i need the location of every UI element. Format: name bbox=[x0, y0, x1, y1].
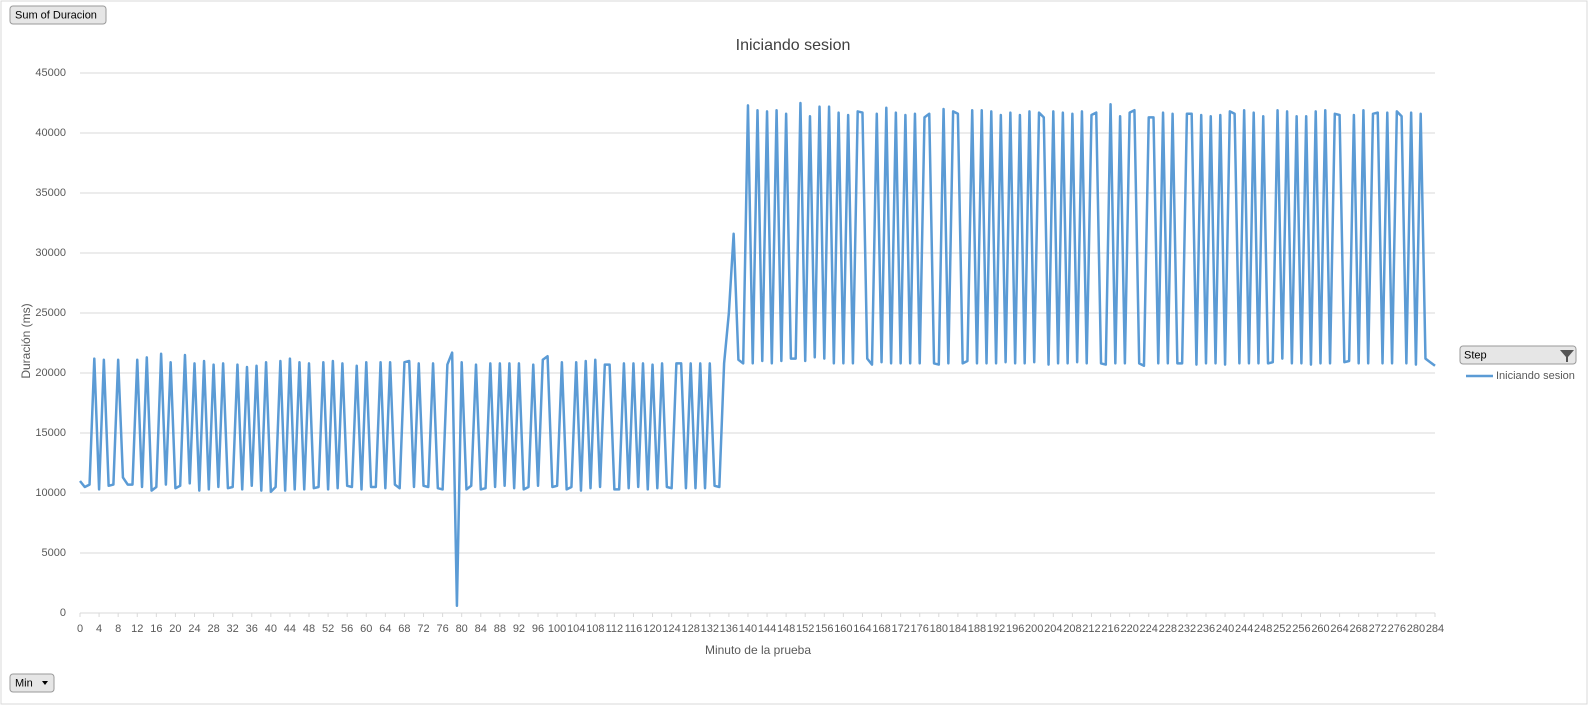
x-tick-label: 76 bbox=[436, 623, 448, 635]
x-tick-label: 108 bbox=[586, 623, 604, 635]
x-tick-label: 284 bbox=[1426, 623, 1444, 635]
x-tick-label: 128 bbox=[682, 623, 700, 635]
x-tick-label: 248 bbox=[1254, 623, 1272, 635]
x-tick-label: 172 bbox=[891, 623, 909, 635]
x-tick-label: 220 bbox=[1120, 623, 1138, 635]
x-tick-label: 112 bbox=[606, 623, 624, 635]
legend-field-button[interactable]: Step bbox=[1459, 345, 1577, 365]
x-tick-label: 52 bbox=[322, 623, 334, 635]
x-tick-label: 276 bbox=[1388, 623, 1406, 635]
x-tick-label: 88 bbox=[494, 623, 506, 635]
legend-label: Iniciando sesion bbox=[1496, 370, 1575, 382]
x-tick-label: 212 bbox=[1082, 623, 1100, 635]
x-tick-label: 224 bbox=[1140, 623, 1158, 635]
x-tick-label: 156 bbox=[815, 623, 833, 635]
x-tick-label: 272 bbox=[1369, 623, 1387, 635]
y-tick-label: 20000 bbox=[35, 367, 66, 379]
x-tick-label: 252 bbox=[1273, 623, 1291, 635]
x-tick-label: 208 bbox=[1063, 623, 1081, 635]
x-tick-label: 72 bbox=[417, 623, 429, 635]
y-tick-label: 5000 bbox=[42, 547, 66, 559]
x-tick-label: 60 bbox=[360, 623, 372, 635]
x-tick-label: 80 bbox=[456, 623, 468, 635]
x-tick-label: 104 bbox=[567, 623, 585, 635]
y-tick-label: 45000 bbox=[35, 67, 66, 79]
axis-field-label: Min bbox=[15, 677, 33, 689]
x-tick-label: 232 bbox=[1178, 623, 1196, 635]
x-tick-label: 140 bbox=[739, 623, 757, 635]
legend-field-label: Step bbox=[1464, 349, 1487, 361]
series-line bbox=[79, 101, 1436, 608]
x-tick-label: 280 bbox=[1407, 623, 1425, 635]
x-tick-label: 268 bbox=[1349, 623, 1367, 635]
x-tick-label: 200 bbox=[1025, 623, 1043, 635]
x-tick-label: 4 bbox=[96, 623, 102, 635]
x-tick-label: 228 bbox=[1159, 623, 1177, 635]
x-tick-label: 144 bbox=[758, 623, 776, 635]
x-tick-label: 244 bbox=[1235, 623, 1253, 635]
x-tick-label: 40 bbox=[265, 623, 277, 635]
x-tick-label: 36 bbox=[246, 623, 258, 635]
x-tick-label: 28 bbox=[207, 623, 219, 635]
x-tick-label: 48 bbox=[303, 623, 315, 635]
x-tick-label: 236 bbox=[1197, 623, 1215, 635]
x-tick-label: 8 bbox=[115, 623, 121, 635]
x-tick-label: 0 bbox=[77, 623, 83, 635]
x-tick-label: 92 bbox=[513, 623, 525, 635]
y-tick-label: 0 bbox=[60, 607, 66, 619]
y-tick-label: 10000 bbox=[35, 487, 66, 499]
x-tick-label: 264 bbox=[1330, 623, 1348, 635]
x-tick-label: 96 bbox=[532, 623, 544, 635]
x-tick-label: 44 bbox=[284, 623, 296, 635]
x-tick-label: 160 bbox=[834, 623, 852, 635]
x-tick-label: 148 bbox=[777, 623, 795, 635]
x-tick-label: 20 bbox=[169, 623, 181, 635]
y-tick-label: 35000 bbox=[35, 187, 66, 199]
dropdown-arrow bbox=[42, 681, 48, 685]
x-tick-label: 256 bbox=[1292, 623, 1310, 635]
filter-icon bbox=[1560, 350, 1574, 362]
x-tick-label: 216 bbox=[1101, 623, 1119, 635]
x-tick-label: 204 bbox=[1044, 623, 1062, 635]
y-tick-label: 25000 bbox=[35, 307, 66, 319]
x-tick-label: 16 bbox=[150, 623, 162, 635]
x-tick-label: 192 bbox=[987, 623, 1005, 635]
x-tick-label: 64 bbox=[379, 623, 391, 635]
axis-field-button[interactable]: Min bbox=[9, 673, 55, 693]
x-axis-title: Minuto de la prueba bbox=[705, 643, 811, 657]
x-tick-label: 152 bbox=[796, 623, 814, 635]
y-tick-label: 15000 bbox=[35, 427, 66, 439]
value-field-label: Sum of Duracion bbox=[15, 9, 97, 21]
x-tick-label: 24 bbox=[188, 623, 200, 635]
chart-title: Iniciando sesion bbox=[736, 37, 851, 54]
x-tick-label: 196 bbox=[1006, 623, 1024, 635]
value-field-button[interactable]: Sum of Duracion bbox=[9, 5, 107, 25]
x-tick-label: 260 bbox=[1311, 623, 1329, 635]
x-tick-label: 132 bbox=[701, 623, 719, 635]
x-tick-label: 188 bbox=[968, 623, 986, 635]
y-tick-label: 40000 bbox=[35, 127, 66, 139]
x-tick-label: 12 bbox=[131, 623, 143, 635]
x-tick-label: 68 bbox=[398, 623, 410, 635]
x-tick-label: 136 bbox=[720, 623, 738, 635]
x-tick-label: 164 bbox=[853, 623, 871, 635]
x-tick-label: 184 bbox=[949, 623, 967, 635]
x-tick-label: 176 bbox=[911, 623, 929, 635]
x-tick-label: 56 bbox=[341, 623, 353, 635]
x-tick-label: 116 bbox=[625, 623, 643, 635]
x-tick-label: 240 bbox=[1216, 623, 1234, 635]
y-axis-title: Duración (ms) bbox=[19, 303, 33, 378]
x-tick-label: 124 bbox=[662, 623, 680, 635]
y-tick-label: 30000 bbox=[35, 247, 66, 259]
x-tick-label: 84 bbox=[475, 623, 487, 635]
x-tick-label: 32 bbox=[227, 623, 239, 635]
x-tick-label: 120 bbox=[643, 623, 661, 635]
x-tick-label: 180 bbox=[930, 623, 948, 635]
x-tick-label: 100 bbox=[548, 623, 566, 635]
x-tick-label: 168 bbox=[872, 623, 890, 635]
